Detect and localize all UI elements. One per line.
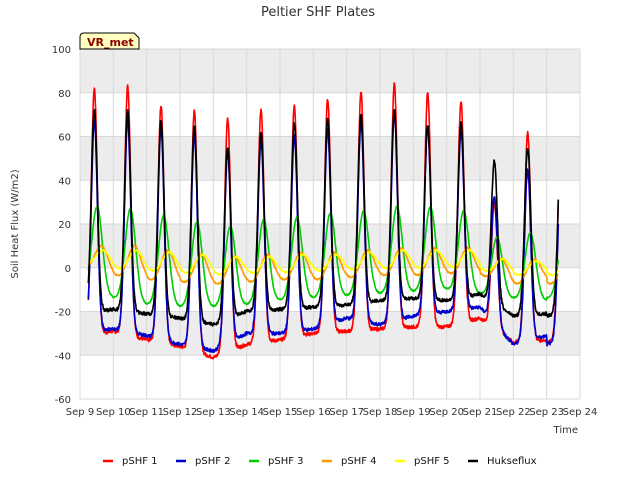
y-tick-labels: -60 -40 -20 0 20 40 60 80 100 (52, 45, 71, 406)
x-tick-label: Sep 19 (396, 407, 431, 418)
legend-item: pSHF 5 (395, 456, 450, 467)
series-line-5 (87, 248, 559, 277)
series-lines (87, 82, 560, 360)
x-tick-label: Sep 15 (263, 407, 298, 418)
y-tick-label: 40 (58, 176, 71, 187)
x-tick-label: Sep 9 (66, 407, 94, 418)
x-tick-label: Sep 11 (129, 407, 164, 418)
x-axis-label: Time (553, 425, 578, 436)
x-tick-label: Sep 13 (196, 407, 231, 418)
legend-label: pSHF 5 (414, 456, 450, 467)
y-tick-label: -40 (55, 351, 71, 362)
legend-item: pSHF 1 (103, 456, 158, 467)
legend-item: pSHF 4 (322, 456, 377, 467)
x-tick-label: Sep 23 (529, 407, 564, 418)
y-tick-label: -60 (55, 395, 71, 406)
x-tick-label: Sep 10 (96, 407, 131, 418)
legend-label: Hukseflux (487, 456, 537, 467)
legend-label: pSHF 1 (122, 456, 158, 467)
badge-label: VR_met (87, 36, 134, 49)
y-tick-label: 0 (65, 264, 71, 275)
series-line-3 (87, 205, 560, 308)
legend-label: pSHF 3 (268, 456, 304, 467)
x-tick-label: Sep 12 (163, 407, 198, 418)
band-0 (80, 311, 580, 356)
y-tick-label: -20 (55, 308, 71, 319)
x-tick-label: Sep 20 (429, 407, 464, 418)
series-line-4 (87, 244, 559, 285)
legend-label: pSHF 2 (195, 456, 231, 467)
chart-title: Peltier SHF Plates (261, 5, 375, 20)
y-tick-label: 100 (52, 45, 71, 56)
legend-item: pSHF 3 (249, 456, 304, 467)
legend-item: pSHF 2 (176, 456, 231, 467)
band-3 (80, 49, 580, 93)
x-tick-label: Sep 14 (229, 407, 264, 418)
series-line-6 (87, 108, 560, 327)
y-tick-label: 80 (58, 89, 71, 100)
plot-area (79, 48, 581, 400)
x-tick-label: Sep 24 (563, 407, 598, 418)
legend-item: Hukseflux (468, 456, 537, 467)
vr-met-badge: VR_met (79, 32, 140, 50)
x-tick-label: Sep 21 (463, 407, 498, 418)
x-tick-label: Sep 17 (329, 407, 364, 418)
y-tick-label: 20 (58, 220, 71, 231)
x-tick-label: Sep 22 (496, 407, 531, 418)
y-tick-label: 60 (58, 133, 71, 144)
legend: pSHF 1 pSHF 2 pSHF 3 pSHF 4 pSHF 5 Hukseflux (103, 456, 537, 467)
x-tick-label: Sep 18 (363, 407, 398, 418)
x-tick-label: Sep 16 (296, 407, 331, 418)
legend-label: pSHF 4 (341, 456, 377, 467)
badge-box (79, 32, 140, 50)
y-axis-label: Soil Heat Flux (W/m2) (10, 169, 21, 278)
